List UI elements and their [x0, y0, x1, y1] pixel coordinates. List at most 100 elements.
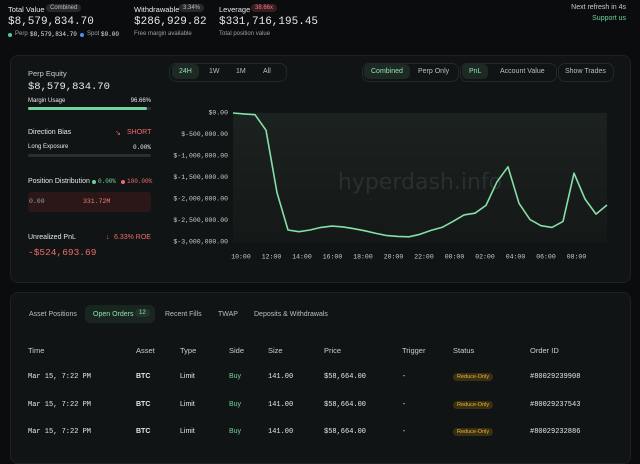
cell: $58,664.00 [324, 428, 367, 436]
margin-fill [28, 107, 148, 110]
label: Spot [87, 31, 100, 37]
label: Perp Equity [28, 69, 67, 78]
value: 96.66% [130, 98, 151, 104]
cell: 141.00 [268, 400, 294, 409]
support-link[interactable]: Support us [592, 15, 626, 22]
note: Total position value [219, 31, 271, 37]
y-tick-label: $-1,500,000.00 [173, 174, 228, 181]
scope-tab[interactable]: Combined [364, 64, 410, 79]
cell: BTC [136, 373, 151, 380]
label: Leverage [219, 5, 251, 14]
cell: Limit [180, 428, 195, 435]
cell: Limit [180, 400, 195, 408]
label: Margin Usage [28, 98, 66, 104]
value: $331,716,195.45 [219, 16, 319, 28]
column-header: Status [453, 346, 475, 355]
scope-tab[interactable]: Perp Only [418, 68, 450, 75]
value: $8,579,834.70 [8, 16, 94, 28]
value: 6.33% ROE [114, 234, 151, 241]
table-tab[interactable]: TWAP [218, 311, 238, 318]
value: $8,579,834.70 [28, 81, 110, 93]
cell: #80029239908 [530, 373, 581, 381]
trades-toggle[interactable]: Show Trades [565, 68, 606, 75]
dot [121, 180, 125, 184]
range-tab[interactable]: All [263, 68, 271, 75]
badge: Combined [46, 4, 82, 12]
table-tab[interactable]: Asset Positions [29, 311, 77, 318]
exposure-bar [28, 154, 151, 157]
status-badge: Reduce-Only [453, 373, 494, 381]
x-tick-label: 18:00 [353, 254, 373, 261]
dot [92, 180, 96, 184]
plot-area [233, 113, 607, 242]
x-tick-label: 02:00 [475, 254, 495, 261]
cell: Buy [229, 373, 242, 380]
x-tick-label: 22:00 [414, 254, 434, 261]
x-tick-label: 20:00 [384, 254, 404, 261]
status-badge: Reduce-Only [453, 428, 494, 436]
x-tick-label: 04:00 [506, 254, 526, 261]
value: 100.00% [127, 178, 153, 185]
cell: #80029237543 [530, 400, 581, 409]
cell: 141.00 [268, 373, 294, 381]
value: 0.00% [132, 144, 151, 151]
label: Direction Bias [28, 129, 72, 136]
pnl-line [232, 112, 608, 238]
table-tab[interactable]: Recent Fills [165, 311, 202, 318]
value: $286,929.82 [134, 16, 207, 28]
cell: Limit [180, 373, 195, 380]
cell: BTC [136, 400, 151, 408]
value: $8,579,834.70 [30, 31, 77, 38]
table-tab[interactable]: Open Orders [93, 311, 134, 318]
cell: $58,664.00 [324, 373, 367, 381]
column-header: Type [180, 346, 197, 355]
x-tick-label: 10:00 [231, 254, 251, 261]
range-tab[interactable]: 24H [172, 64, 199, 79]
cell: #80029232886 [530, 428, 581, 436]
y-tick-label: $-500,000.00 [181, 131, 228, 138]
value: 0.00% [98, 178, 117, 185]
range-tab[interactable]: 1M [236, 68, 246, 75]
cell: Mar 15, 7:22 PM [28, 428, 92, 436]
metric-tab[interactable]: PnL [462, 64, 489, 79]
badge: 38.66x [251, 4, 278, 12]
note: Free margin available [134, 31, 192, 37]
column-header: Time [28, 346, 45, 355]
distribution-bar [28, 192, 151, 212]
cell: BTC [136, 428, 151, 435]
cell: Mar 15, 7:22 PM [28, 373, 92, 381]
badge: 12 [135, 309, 150, 317]
dot [80, 33, 84, 37]
cell: Buy [229, 428, 242, 435]
cell: - [402, 428, 407, 436]
label: Perp [15, 31, 28, 37]
value: 331.72M [83, 198, 111, 205]
y-tick-label: $-3,000,000.00 [173, 239, 228, 246]
column-header: Order ID [530, 346, 559, 355]
arrow-icon: ↓ [106, 234, 110, 241]
range-tab[interactable]: 1W [209, 68, 220, 75]
column-header: Price [324, 346, 342, 355]
page: Total Value Combined $8,579,834.70 Perp … [8, 4, 631, 464]
value: -$524,693.69 [28, 247, 97, 258]
cell: - [402, 400, 407, 409]
cell: Mar 15, 7:22 PM [28, 400, 92, 409]
label: Long Exposure [28, 144, 69, 150]
table-tab[interactable]: Deposits & Withdrawals [254, 311, 328, 318]
value: SHORT [127, 129, 152, 136]
label: Unrealized PnL [28, 234, 76, 241]
scope-group [362, 63, 459, 82]
x-tick-label: 00:00 [445, 254, 465, 261]
y-tick-label: $-2,500,000.00 [173, 217, 228, 224]
y-tick-label: $-1,000,000.00 [173, 153, 228, 160]
x-tick-label: 12:00 [262, 254, 282, 261]
metric-tab[interactable]: Account Value [500, 68, 545, 75]
status-badge: Reduce-Only [453, 400, 494, 409]
y-tick-label: $0.00 [208, 110, 228, 117]
margin-bar [28, 107, 151, 110]
column-header: Side [229, 346, 245, 355]
x-tick-label: 14:00 [292, 254, 312, 261]
cell: Buy [229, 400, 242, 408]
cell: 141.00 [268, 428, 294, 436]
refresh: Next refresh in 4s [571, 4, 626, 11]
